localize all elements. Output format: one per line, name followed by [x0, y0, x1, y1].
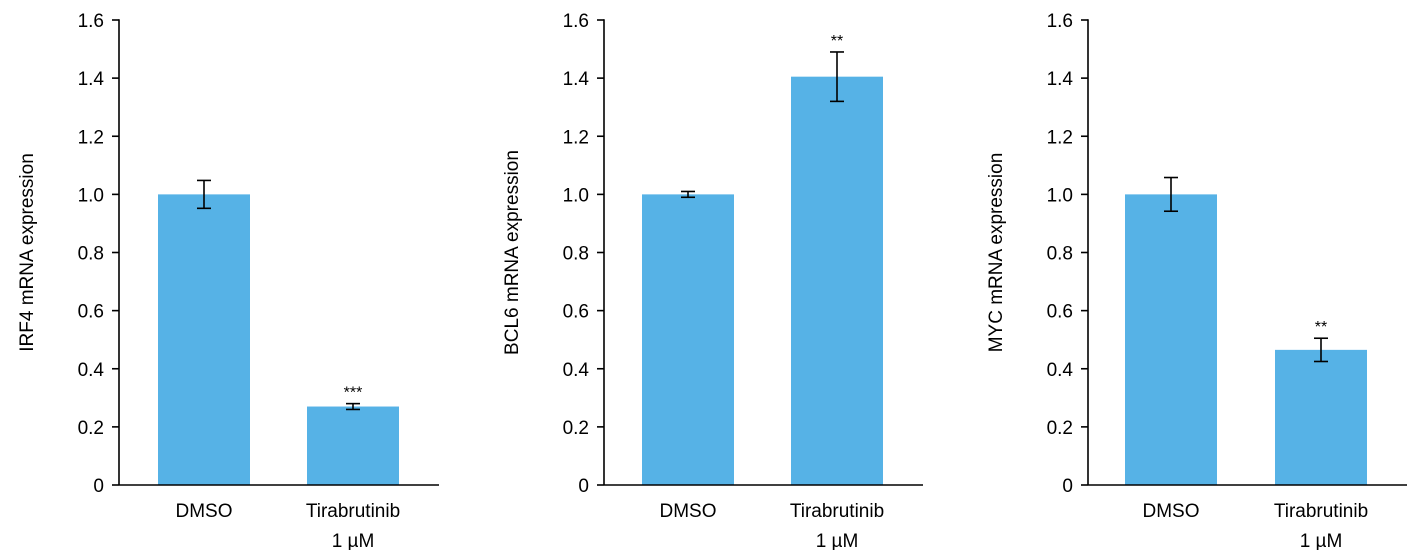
bar	[791, 76, 883, 485]
significance-label: **	[831, 33, 843, 50]
y-tick-label: 1.2	[78, 127, 104, 148]
significance-label: ***	[344, 385, 363, 402]
y-tick-label: 0.8	[1047, 244, 1073, 265]
y-tick-label: 1.4	[78, 69, 105, 90]
y-tick-label: 1.6	[1047, 11, 1073, 32]
y-tick-label: 1.0	[563, 185, 589, 206]
y-tick-label: 0.6	[1047, 302, 1073, 323]
error-bar	[346, 402, 360, 411]
chart-panel-2: ** 0 0.2 0.4 0.6 0.8 1.0 1.2 1.4 1.6 BCL6 mRNA exp…	[502, 11, 923, 550]
category-label: Tirabrutinib	[1274, 501, 1368, 522]
error-bar	[1314, 337, 1328, 363]
category-label: 1 µM	[1300, 531, 1343, 550]
bar	[307, 406, 399, 485]
y-tick-label: 1.6	[78, 11, 104, 32]
y-tick-label: 0	[578, 476, 589, 497]
category-label: Tirabrutinib	[306, 501, 400, 522]
y-tick-label: 1.2	[1047, 127, 1073, 148]
y-tick-label: 0.2	[563, 418, 589, 439]
y-tick-label: 1.2	[563, 127, 589, 148]
y-tick-label: 0.4	[1047, 360, 1074, 381]
y-tick-label: 0.8	[563, 244, 589, 265]
y-tick-label: 0	[1062, 476, 1073, 497]
chart-panel-3: ** 0 0.2 0.4 0.6 0.8 1.0 1.2 1.4 1.6 MYC mRNA expr…	[986, 11, 1407, 550]
chart-panel-1: *** 0 0.2 0.4 0.6 0.8 1.0 1.2 1.4 1.6 IRF4 mRNA ex…	[17, 11, 439, 550]
y-tick-label: 0.6	[78, 302, 104, 323]
y-tick-label: 0.8	[78, 244, 104, 265]
y-tick-label: 1.4	[563, 69, 590, 90]
y-tick-label: 1.0	[1047, 185, 1073, 206]
y-tick-label: 0.6	[563, 302, 589, 323]
error-bar	[197, 179, 211, 210]
y-tick-label: 1.6	[563, 11, 589, 32]
y-tick-label: 0.2	[1047, 418, 1073, 439]
bar	[158, 194, 250, 485]
error-bar	[1164, 176, 1178, 213]
y-axis-label: IRF4 mRNA expression	[17, 153, 38, 352]
error-bar	[830, 51, 844, 103]
y-tick-label: 0.2	[78, 418, 104, 439]
y-tick-label: 0.4	[563, 360, 590, 381]
category-label: DMSO	[176, 501, 233, 522]
category-label: DMSO	[660, 501, 717, 522]
bar	[1125, 194, 1217, 485]
category-label: 1 µM	[816, 531, 859, 550]
significance-label: **	[1315, 319, 1327, 336]
y-tick-label: 1.0	[78, 185, 104, 206]
y-tick-label: 0	[93, 476, 104, 497]
error-bar	[681, 190, 695, 199]
category-label: Tirabrutinib	[790, 501, 884, 522]
category-label: DMSO	[1143, 501, 1200, 522]
y-tick-label: 0.4	[78, 360, 105, 381]
bar	[642, 194, 734, 485]
y-axis-label: BCL6 mRNA expression	[502, 150, 523, 355]
category-label: 1 µM	[332, 531, 375, 550]
bar	[1275, 349, 1367, 485]
y-tick-label: 1.4	[1047, 69, 1074, 90]
y-axis-label: MYC mRNA expression	[986, 153, 1007, 353]
